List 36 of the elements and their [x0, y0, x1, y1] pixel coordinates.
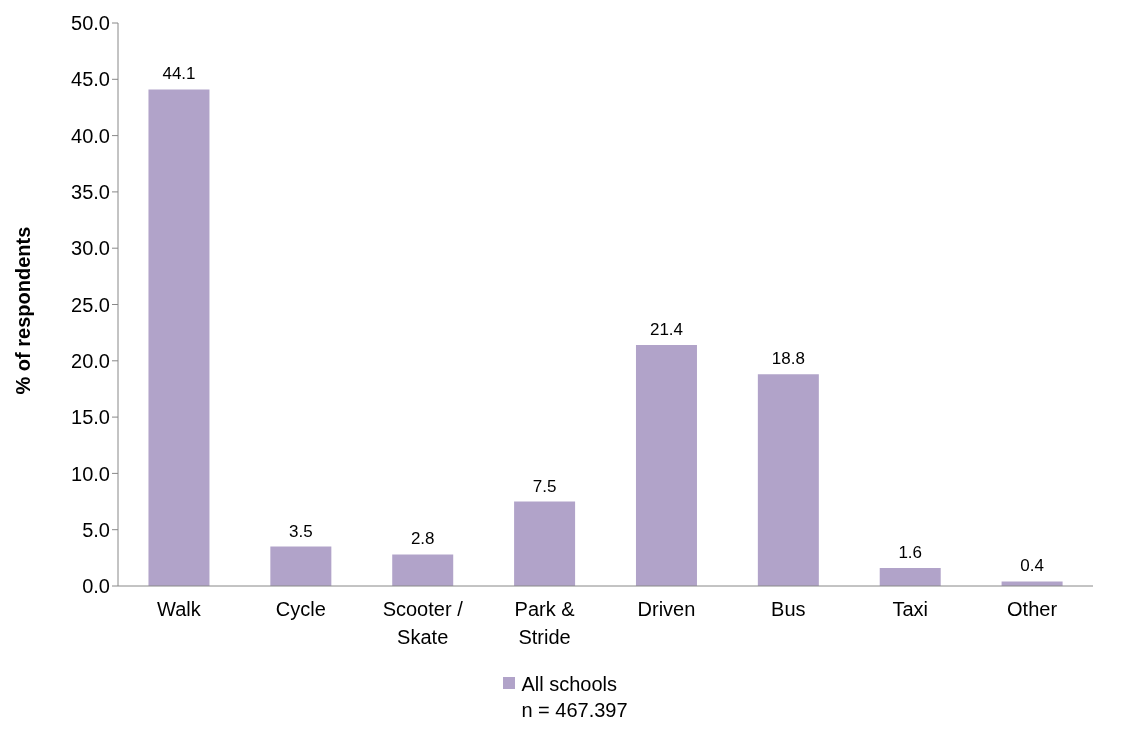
y-axis-title: % of respondents	[12, 226, 35, 395]
y-tick-label: 10.0	[71, 462, 110, 485]
y-tick-label: 40.0	[71, 124, 110, 147]
data-label: 0.4	[1020, 556, 1044, 576]
legend-label: All schools n = 467.397	[521, 672, 628, 723]
y-tick-label: 30.0	[71, 237, 110, 260]
y-tick-label: 20.0	[71, 349, 110, 372]
bar	[392, 554, 454, 586]
y-tick-label: 45.0	[71, 68, 110, 91]
bar	[514, 501, 576, 586]
x-tick-label: Bus	[771, 598, 806, 620]
x-tick-label: Park & Stride	[514, 598, 576, 648]
x-tick-label: Other	[1007, 598, 1058, 620]
data-label: 21.4	[649, 320, 684, 340]
x-tick-label: Taxi	[892, 598, 928, 620]
y-tick-label: 0.0	[82, 575, 110, 598]
data-label: 1.6	[898, 542, 923, 562]
bar	[148, 89, 210, 586]
x-tick-label: Scooter / Skate	[382, 598, 464, 648]
bar	[757, 374, 819, 586]
bar	[879, 567, 941, 586]
bar	[270, 546, 332, 586]
data-label: 7.5	[532, 476, 557, 496]
y-tick-label: 50.0	[71, 12, 110, 35]
data-label: 3.5	[289, 521, 313, 541]
data-label: 2.8	[410, 529, 435, 549]
x-tick-label: Walk	[157, 598, 202, 620]
data-label: 18.8	[771, 349, 805, 369]
x-tick-label: Driven	[637, 598, 696, 620]
y-tick-label: 25.0	[71, 293, 110, 316]
y-tick-label: 35.0	[71, 181, 110, 203]
data-label: 44.1	[162, 64, 196, 84]
y-tick-label: 5.0	[82, 518, 110, 541]
x-tick-label: Cycle	[275, 598, 326, 620]
bar	[635, 345, 697, 586]
y-tick-label: 15.0	[71, 406, 110, 429]
